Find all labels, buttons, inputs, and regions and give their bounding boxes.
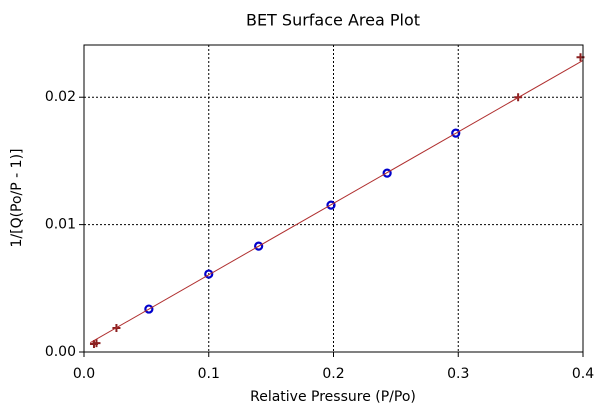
x-tick-label: 0.1 <box>198 366 220 382</box>
data-point <box>204 269 214 279</box>
y-axis-label: 1/[Q(Po/P - 1)] <box>9 148 25 247</box>
data-point <box>254 241 264 251</box>
data-point <box>144 304 154 314</box>
y-tick-label: 0.00 <box>45 344 76 360</box>
plot-frame <box>83 44 584 353</box>
x-tick-label: 0.3 <box>447 366 469 382</box>
x-tick-label: 0.2 <box>322 366 344 382</box>
data-point <box>451 128 461 138</box>
fit-line <box>89 59 584 344</box>
x-axis-label: Relative Pressure (P/Po) <box>250 389 416 405</box>
excluded-point <box>92 339 101 348</box>
y-tick-label: 0.02 <box>45 89 76 105</box>
x-tick-label: 0.4 <box>572 366 594 382</box>
data-point <box>382 168 392 178</box>
y-tick-label: 0.01 <box>45 217 76 233</box>
chart-title: BET Surface Area Plot <box>246 11 420 30</box>
x-tick-label: 0.0 <box>73 366 95 382</box>
data-point <box>326 200 336 210</box>
